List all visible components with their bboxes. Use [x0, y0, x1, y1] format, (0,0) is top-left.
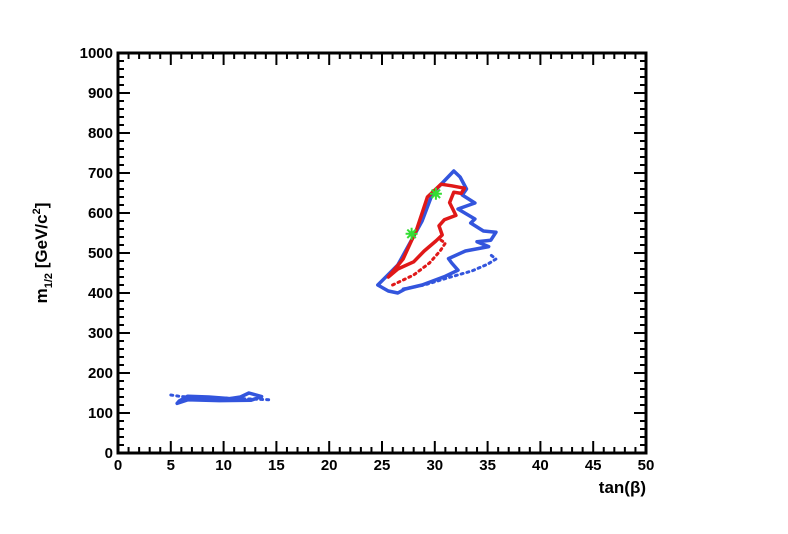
- y-tick-label: 0: [105, 445, 113, 462]
- x-tick-label: 40: [532, 457, 549, 474]
- x-tick-label: 20: [321, 457, 338, 474]
- y-tick-label: 300: [88, 325, 113, 342]
- y-tick-labels: 0 100 200 300 400 500 600 700 800 900 1000: [80, 45, 113, 462]
- blue-solid-contour: [175, 391, 264, 406]
- y-tick-label: 800: [88, 125, 113, 142]
- y-tick-label: 400: [88, 285, 113, 302]
- best-fit-markers: [405, 187, 442, 240]
- y-axis-title: m1/2 [GeV/c2]: [31, 203, 55, 304]
- x-tick-label: 35: [479, 457, 496, 474]
- x-tick-label: 5: [167, 457, 175, 474]
- blue-solid-contour: [376, 169, 498, 295]
- x-tick-label: 0: [114, 457, 122, 474]
- star-marker: [429, 187, 442, 200]
- star-marker: [405, 227, 418, 240]
- y-tick-label: 100: [88, 405, 113, 422]
- x-tick-label: 15: [268, 457, 285, 474]
- x-tick-label: 10: [215, 457, 232, 474]
- y-tick-label: 200: [88, 365, 113, 382]
- red-dotted-contour: [391, 237, 447, 287]
- x-axis-title: tan(β): [599, 478, 646, 497]
- x-tick-label: 50: [638, 457, 655, 474]
- y-tick-label: 900: [88, 85, 113, 102]
- x-tick-label: 45: [585, 457, 602, 474]
- x-tick-labels: 0 5 10 15 20 25 30 35 40 45 50: [114, 457, 655, 474]
- axis-ticks: [117, 52, 647, 454]
- y-tick-label: 700: [88, 165, 113, 182]
- y-tick-label: 1000: [80, 45, 113, 62]
- blue-dotted-contour: [401, 253, 498, 291]
- x-tick-label: 30: [426, 457, 443, 474]
- red-solid-contour: [386, 182, 467, 279]
- contour-series: [169, 169, 498, 406]
- blue-dotted-contour: [169, 393, 273, 402]
- plot-frame: [116, 51, 648, 455]
- y-tick-label: 500: [88, 245, 113, 262]
- y-tick-label: 600: [88, 205, 113, 222]
- x-tick-label: 25: [374, 457, 391, 474]
